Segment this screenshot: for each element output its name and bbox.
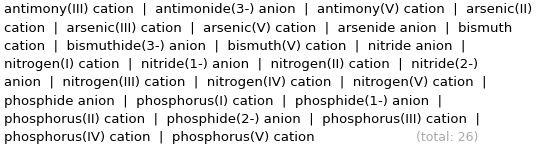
- Text: phosphorus(II) cation  |  phosphide(2-) anion  |  phosphorus(III) cation  |: phosphorus(II) cation | phosphide(2-) an…: [4, 113, 480, 126]
- Text: phosphide anion  |  phosphorus(I) cation  |  phosphide(1-) anion  |: phosphide anion | phosphorus(I) cation |…: [4, 95, 442, 108]
- Text: cation  |  arsenic(III) cation  |  arsenic(V) cation  |  arsenide anion  |  bism: cation | arsenic(III) cation | arsenic(V…: [4, 21, 512, 34]
- Text: phosphorus(IV) cation  |  phosphorus(V) cation: phosphorus(IV) cation | phosphorus(V) ca…: [4, 131, 324, 144]
- Text: antimony(III) cation  |  antimonide(3-) anion  |  antimony(V) cation  |  arsenic: antimony(III) cation | antimonide(3-) an…: [4, 3, 533, 16]
- Text: nitrogen(I) cation  |  nitride(1-) anion  |  nitrogen(II) cation  |  nitride(2-): nitrogen(I) cation | nitride(1-) anion |…: [4, 58, 479, 71]
- Text: anion  |  nitrogen(III) cation  |  nitrogen(IV) cation  |  nitrogen(V) cation  |: anion | nitrogen(III) cation | nitrogen(…: [4, 76, 487, 89]
- Text: (total: 26): (total: 26): [416, 131, 479, 144]
- Text: cation  |  bismuthide(3-) anion  |  bismuth(V) cation  |  nitride anion  |: cation | bismuthide(3-) anion | bismuth(…: [4, 40, 466, 53]
